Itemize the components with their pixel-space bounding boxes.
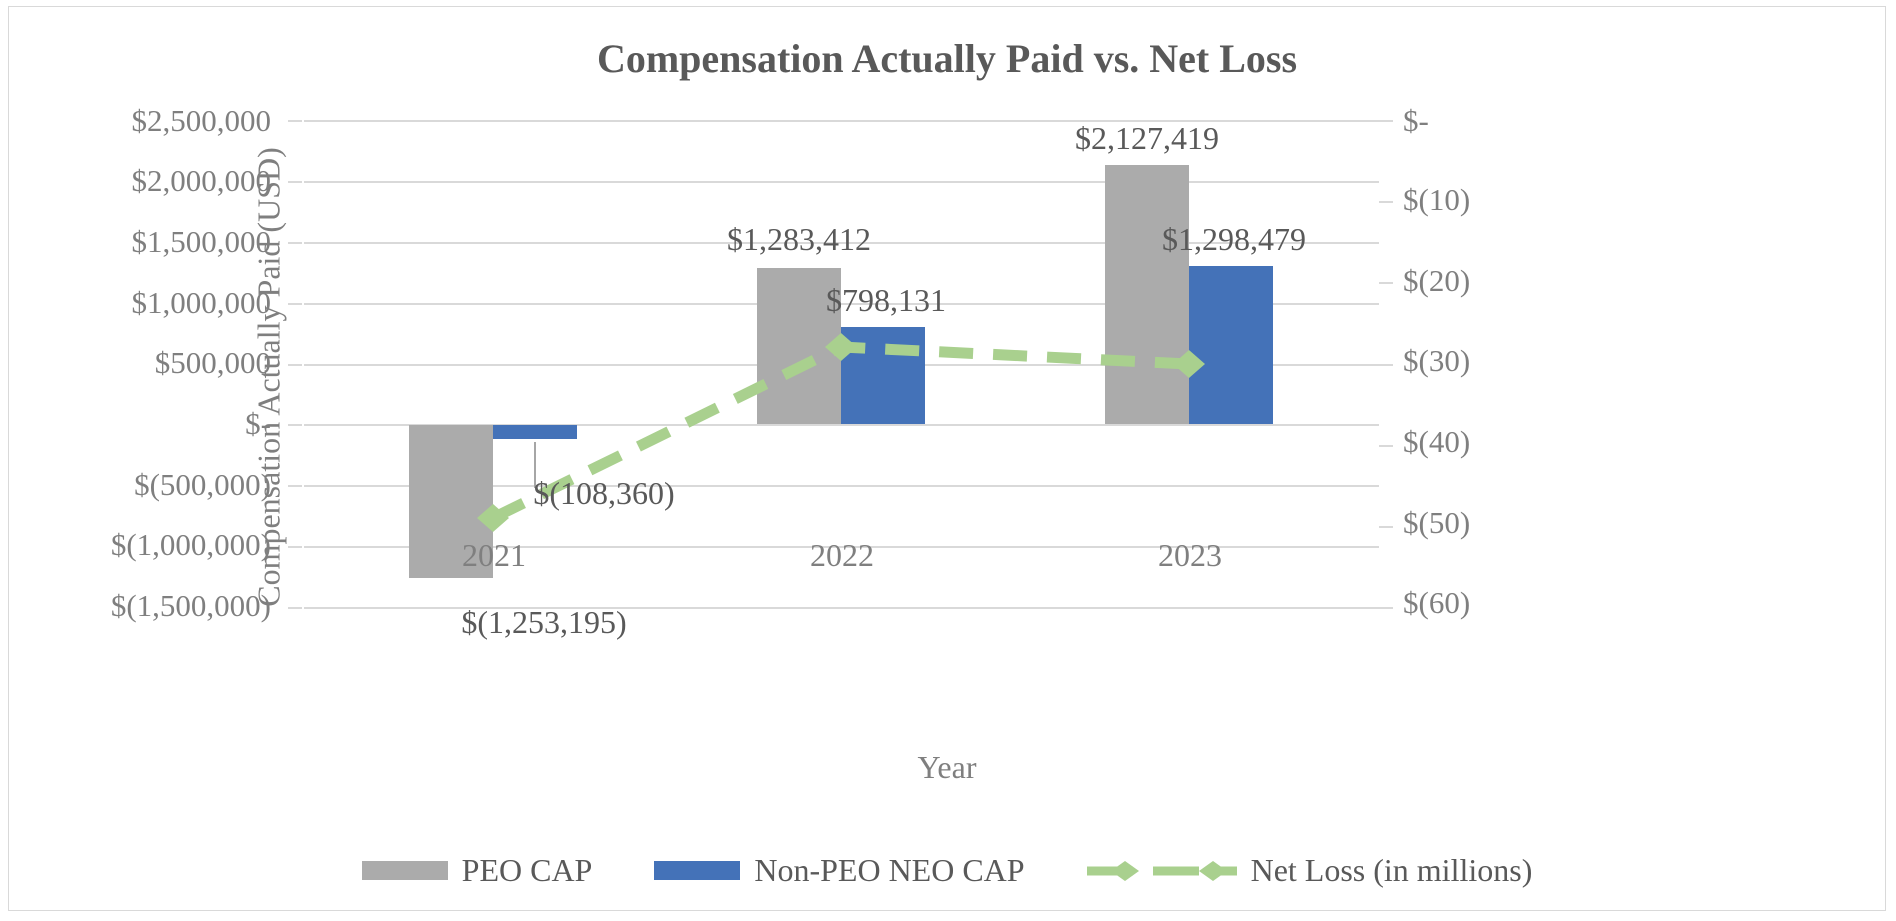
axis-tick-right [1379, 282, 1393, 284]
bar-neo-2023[interactable] [1189, 266, 1273, 424]
legend-label-net-loss: Net Loss (in millions) [1250, 852, 1533, 888]
axis-tick-left [288, 546, 302, 548]
bar-neo-2022[interactable] [841, 327, 925, 424]
data-label-peo-2023: $2,127,419 [1075, 120, 1219, 156]
legend-swatch-neo-icon [654, 861, 741, 880]
chart-title: Compensation Actually Paid vs. Net Loss [596, 36, 1298, 81]
y-tick-label-left: $- [245, 406, 271, 441]
gridline [304, 181, 1379, 183]
y-tick-label-left: $(1,500,000) [110, 588, 271, 623]
axis-tick-left [288, 607, 302, 609]
plot-area: $(1,253,195) $(108,360) $1,283,412 $798,… [288, 120, 1393, 640]
legend-item-non-peo-neo-cap[interactable]: Non-PEO NEO CAP [654, 852, 1025, 889]
y-tick-label-right: $(10) [1403, 182, 1471, 217]
y-tick-label-right: $(30) [1403, 343, 1471, 378]
y-tick-label-left: $1,000,000 [131, 285, 272, 320]
y-tick-label-right: $(50) [1403, 505, 1471, 540]
gridline [304, 607, 1379, 609]
y-tick-label-left: $1,500,000 [131, 224, 272, 259]
axis-tick-left [288, 120, 302, 122]
bar-neo-2021[interactable] [493, 425, 577, 439]
legend-item-net-loss[interactable]: Net Loss (in millions) [1086, 852, 1533, 889]
x-category-label-2022: 2022 [810, 537, 874, 573]
legend-label-non-peo-neo-cap: Non-PEO NEO CAP [754, 852, 1025, 888]
y-tick-label-right: $(60) [1403, 585, 1471, 620]
legend-item-peo-cap[interactable]: PEO CAP [361, 852, 593, 889]
gridline [304, 546, 1379, 548]
axis-tick-left [288, 364, 302, 366]
chart-frame: Compensation Actually Paid vs. Net Loss … [8, 6, 1886, 911]
y-tick-label-left: $2,000,000 [131, 163, 272, 198]
y-tick-label-left: $2,500,000 [131, 103, 272, 138]
y-tick-label-right: $(20) [1403, 263, 1471, 298]
y-tick-label-left: $500,000 [154, 345, 271, 380]
legend-swatch-peo-icon [361, 861, 448, 880]
data-label-peo-2022: $1,283,412 [727, 221, 871, 257]
axis-tick-right [1379, 364, 1393, 366]
axis-tick-right [1379, 445, 1393, 447]
y-tick-label-left: $(1,000,000) [110, 527, 271, 562]
x-category-label-2021: 2021 [462, 537, 526, 573]
axis-tick-right [1379, 526, 1393, 528]
legend-swatch-net-loss-dashed-line-icon [1086, 860, 1237, 881]
bar-peo-2023[interactable] [1105, 165, 1189, 424]
gridline [304, 242, 1379, 244]
gridline [304, 303, 1379, 305]
data-label-neo-2023: $1,298,479 [1162, 221, 1306, 257]
axis-tick-right [1379, 201, 1393, 203]
y-tick-label-left: $(500,000) [134, 467, 271, 502]
x-axis-title: Year [917, 749, 977, 785]
axis-tick-left [288, 303, 302, 305]
data-label-neo-2022: $798,131 [826, 282, 946, 318]
bar-peo-2021[interactable] [409, 425, 493, 578]
axis-tick-right [1379, 607, 1393, 609]
axis-tick-right [1379, 120, 1393, 122]
data-label-neo-2021: $(108,360) [533, 475, 675, 511]
data-label-peo-2021: $(1,253,195) [461, 604, 627, 640]
gridline [304, 120, 1379, 122]
chart-legend: PEO CAP Non-PEO NEO CAP Net Loss (in mil… [9, 852, 1885, 889]
y-axis-title-left-container: Compensation Actually Paid (USD) [49, 97, 286, 657]
axis-tick-left [288, 242, 302, 244]
y-tick-label-right: $(40) [1403, 424, 1471, 459]
y-tick-label-right: $- [1403, 103, 1429, 138]
axis-tick-left [288, 181, 302, 183]
y-axis-title-right-container: Net Loss (millions USD) [1799, 127, 1859, 687]
axis-tick-left [288, 424, 302, 426]
x-category-label-2023: 2023 [1158, 537, 1222, 573]
data-label-leader-line [534, 442, 536, 488]
legend-label-peo-cap: PEO CAP [461, 852, 593, 888]
axis-tick-left [288, 485, 302, 487]
